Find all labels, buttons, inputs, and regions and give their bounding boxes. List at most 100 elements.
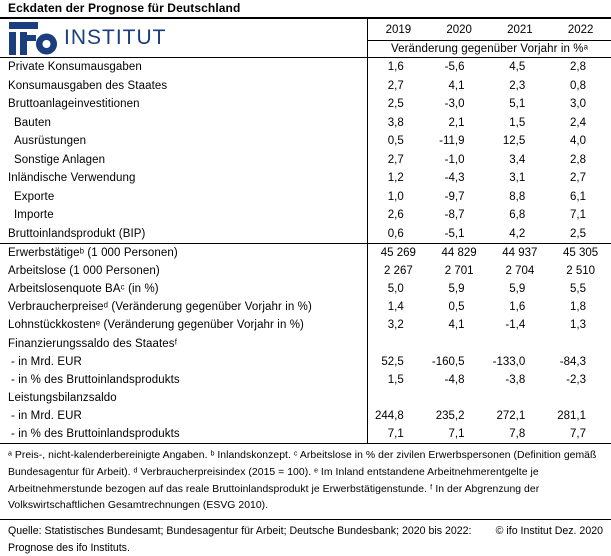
value-cell: 0,6 <box>387 227 404 240</box>
table-row: - in Mrd. EUR 52,5 -160,5 -133,0 -84,3 <box>0 352 611 371</box>
year-header: 2020 <box>446 23 472 36</box>
row-label: Bruttoanlageinvestitionen <box>0 95 368 114</box>
value-cell: 1,5 <box>387 373 404 386</box>
row-values: 2,5 -3,0 5,1 3,0 <box>368 95 611 114</box>
value-cell: 7,8 <box>509 427 526 440</box>
value-cell: 5,9 <box>509 283 526 296</box>
value-cell: 2 701 <box>444 265 474 278</box>
row-values: 7,1 7,1 7,8 7,7 <box>368 425 611 443</box>
value-cell: 5,5 <box>570 283 586 296</box>
source-text: Quelle: Statistisches Bundesamt; Bundesa… <box>8 525 472 554</box>
value-cell: 2,7 <box>387 153 404 166</box>
value-cell: 44 829 <box>441 247 477 260</box>
row-values: 244,8 235,2 272,1 281,1 <box>368 407 611 425</box>
value-cell: 2,1 <box>448 116 465 129</box>
table-header: INSTITUT 2019 2020 2021 2022 Veränderung… <box>0 19 611 58</box>
value-cell: -160,5 <box>431 355 465 368</box>
value-cell: 12,5 <box>502 135 526 148</box>
table-row: Arbeitslose (1 000 Personen) 2 267 2 701 2 … <box>0 262 611 281</box>
row-values: 2,7 4,1 2,3 0,8 <box>368 77 611 96</box>
value-cell: 1,8 <box>570 301 586 314</box>
value-cell: 8,8 <box>509 190 526 203</box>
value-cell: 5,9 <box>448 283 465 296</box>
table-row: Finanzierungssaldo des Staatesᶠ <box>0 334 611 353</box>
value-cell: 2,7 <box>570 172 586 185</box>
value-cell: 45 269 <box>380 247 416 260</box>
value-cell: 2,8 <box>570 61 586 74</box>
value-cell: 7,7 <box>570 427 586 440</box>
value-cell: -2,3 <box>566 373 586 386</box>
row-label: Exporte <box>0 187 368 206</box>
value-cell: -11,9 <box>439 135 465 148</box>
value-cell: 5,0 <box>387 283 404 296</box>
row-label: Sonstige Anlagen <box>0 150 368 169</box>
value-cell: 44 937 <box>502 247 538 260</box>
value-cell: 2 510 <box>566 265 596 278</box>
row-label: - in Mrd. EUR <box>0 406 368 425</box>
value-cell: 4,0 <box>570 135 586 148</box>
value-cell: -1,4 <box>505 319 526 332</box>
table-row: Inländische Verwendung 1,2 -4,3 3,1 2,7 <box>0 169 611 188</box>
row-label: Verbraucherpreiseᵈ (Veränderung gegenübe… <box>0 298 368 317</box>
value-cell: 3,2 <box>387 319 404 332</box>
row-values <box>368 389 611 407</box>
row-label: - in % des Bruttoinlandsprodukts <box>0 424 368 444</box>
value-cell: 0,8 <box>570 79 586 92</box>
value-cell: 2 267 <box>383 265 413 278</box>
table-row: Sonstige Anlagen 2,7 -1,0 3,4 2,8 <box>0 150 611 169</box>
value-cell: -5,1 <box>444 227 465 240</box>
value-cell: -1,0 <box>444 153 465 166</box>
value-cell: 5,1 <box>509 98 526 111</box>
table-row: Bruttoanlageinvestitionen 2,5 -3,0 5,1 3,0 <box>0 95 611 114</box>
row-values: 0,6 -5,1 4,2 2,5 <box>368 225 611 244</box>
value-cell: 2,3 <box>509 79 526 92</box>
row-values <box>368 334 611 352</box>
table-row: Verbraucherpreiseᵈ (Veränderung gegenübe… <box>0 298 611 317</box>
row-values: 1,6 -5,6 4,5 2,8 <box>368 58 611 77</box>
value-cell: 45 305 <box>563 247 599 260</box>
value-cell: 1,6 <box>387 61 404 74</box>
value-cell: 2 704 <box>505 265 535 278</box>
row-values: 52,5 -160,5 -133,0 -84,3 <box>368 353 611 371</box>
value-cell: 1,5 <box>509 116 526 129</box>
value-cell: 2,5 <box>387 98 404 111</box>
table-row: Ausrüstungen 0,5 -11,9 12,5 4,0 <box>0 132 611 151</box>
row-values: 1,0 -9,7 8,8 6,1 <box>368 188 611 207</box>
value-cell: -8,7 <box>444 209 465 222</box>
value-cell: 6,1 <box>570 190 586 203</box>
value-cell: 244,8 <box>374 409 404 422</box>
footnotes: ᵃ Preis-, nicht-kalenderbereinigte Angab… <box>8 450 597 512</box>
header-years-block: 2019 2020 2021 2022 Veränderung gegenübe… <box>368 19 611 57</box>
row-label: Lohnstückkostenᵉ (Veränderung gegenüber … <box>0 316 368 335</box>
row-label: Finanzierungssaldo des Staatesᶠ <box>0 334 368 353</box>
value-cell: 4,1 <box>448 79 465 92</box>
row-label: - in Mrd. EUR <box>0 352 368 371</box>
value-cell: 6,8 <box>509 209 526 222</box>
table-body-b: Erwerbstätigeᵇ (1 000 Personen) 45 269 44 … <box>0 243 611 444</box>
value-cell: -3,0 <box>444 98 465 111</box>
ifo-logo-icon <box>8 21 58 55</box>
value-cell: 2,5 <box>570 227 586 240</box>
value-cell: 2,6 <box>387 209 404 222</box>
row-label: Private Konsumausgaben <box>0 58 368 77</box>
row-label: Importe <box>0 206 368 225</box>
row-values: 45 269 44 829 44 937 45 305 <box>368 244 611 262</box>
value-cell: 7,1 <box>570 209 586 222</box>
copyright-text: © ifo Institut Dez. 2020 <box>495 525 603 538</box>
source-row: Quelle: Statistisches Bundesamt; Bundesa… <box>0 520 611 556</box>
source-rule <box>0 519 611 521</box>
row-values: 5,0 5,9 5,9 5,5 <box>368 280 611 298</box>
value-cell: 7,1 <box>387 427 404 440</box>
row-values: 1,4 0,5 1,6 1,8 <box>368 298 611 316</box>
value-cell: 7,1 <box>448 427 465 440</box>
value-cell: 1,0 <box>387 190 404 203</box>
year-header: 2021 <box>507 23 533 36</box>
table-row: - in Mrd. EUR 244,8 235,2 272,1 281,1 <box>0 406 611 425</box>
forecast-table: INSTITUT 2019 2020 2021 2022 Veränderung… <box>0 19 611 445</box>
value-cell: -3,8 <box>505 373 526 386</box>
table-row: Bauten 3,8 2,1 1,5 2,4 <box>0 113 611 132</box>
table-row: Importe 2,6 -8,7 6,8 7,1 <box>0 206 611 225</box>
row-values: 1,2 -4,3 3,1 2,7 <box>368 169 611 188</box>
ifo-logo: INSTITUT <box>8 21 167 55</box>
